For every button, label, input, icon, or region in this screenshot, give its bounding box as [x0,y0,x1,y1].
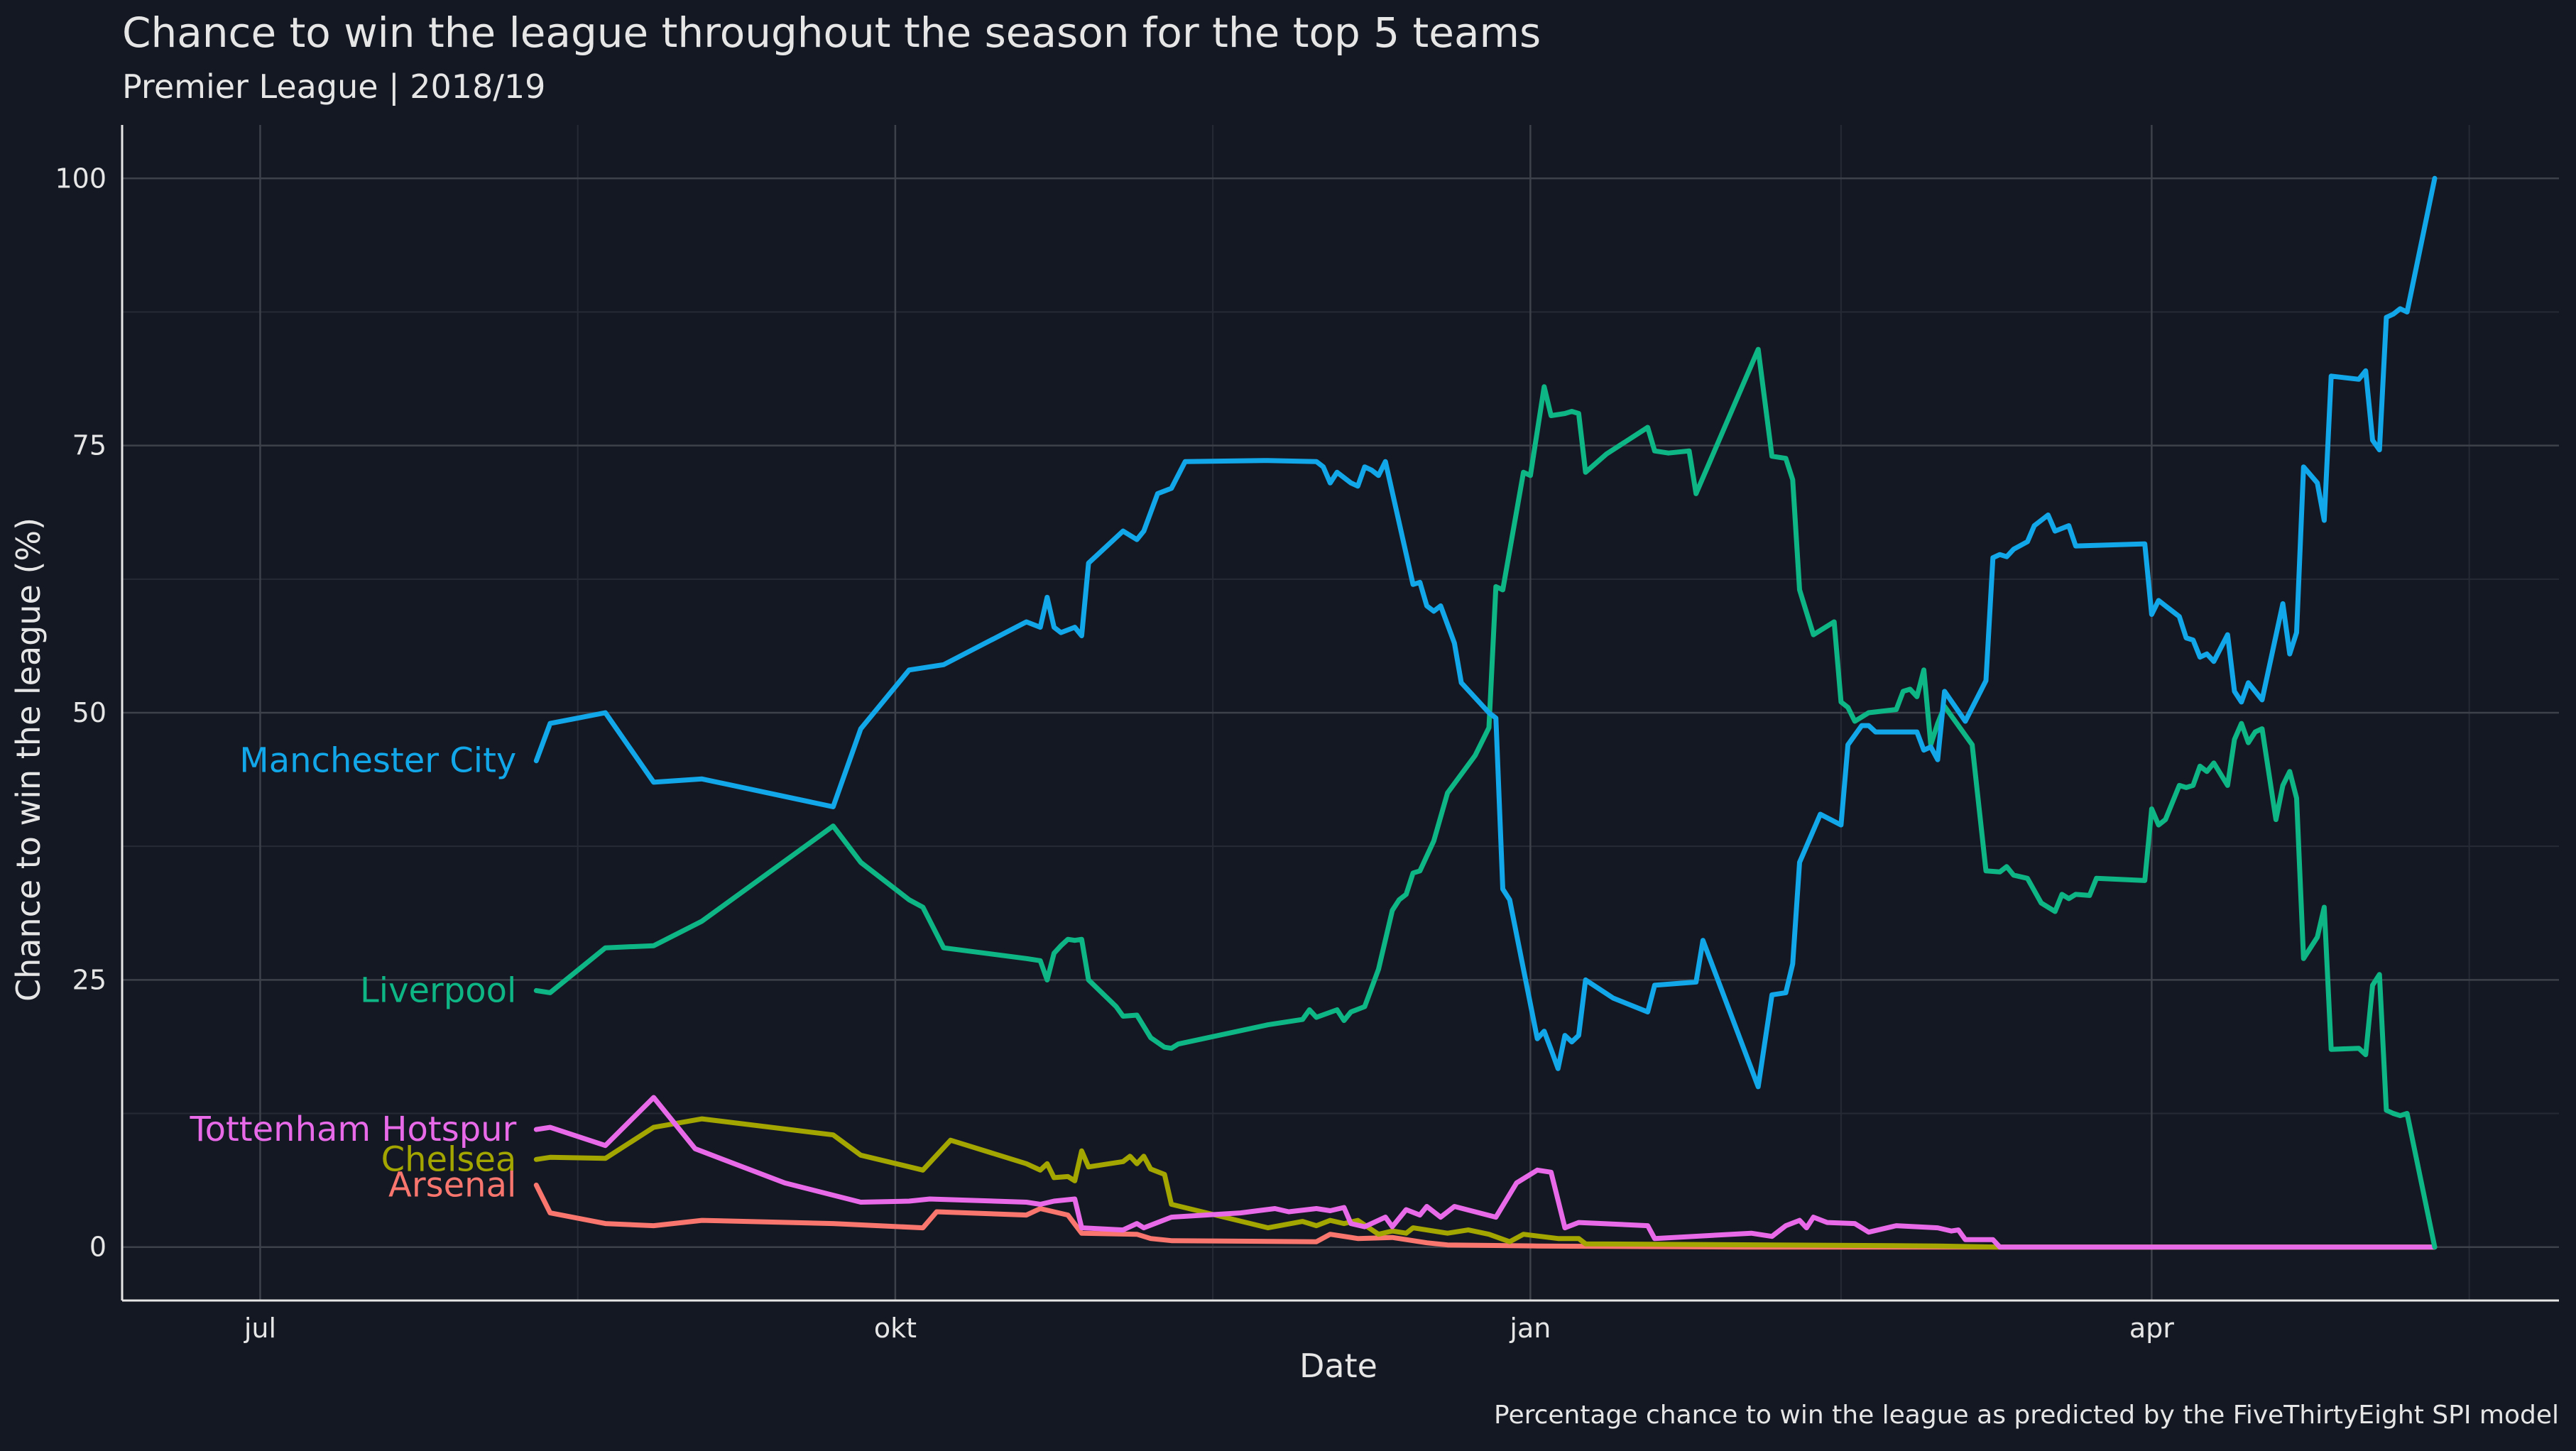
axes [121,125,2559,1302]
chart-title: Chance to win the league throughout the … [122,9,1541,57]
chart-caption: Percentage chance to win the league as p… [1494,1401,2559,1430]
x-tick-label: jan [1509,1313,1551,1344]
x-tick-label: jul [244,1313,276,1344]
series-label-arsenal: Arsenal [388,1165,516,1205]
series-label-manchester-city: Manchester City [239,741,516,781]
series-line-chelsea [533,1116,2438,1250]
y-tick-label: 75 [72,430,107,461]
series-line-tottenham-hotspur [533,1095,2438,1250]
y-tick-label: 0 [89,1232,107,1263]
x-tick-label: apr [2129,1313,2174,1344]
series-lines [533,175,2438,1250]
grid-lines [122,125,2559,1301]
y-tick-label: 25 [72,964,107,995]
series-labels: Manchester City Liverpool Tottenham Hotspu… [189,741,516,1205]
x-tick-label: okt [874,1313,917,1344]
chart-subtitle: Premier League | 2018/19 [122,67,545,106]
y-tick-label: 50 [72,697,107,728]
series-label-liverpool: Liverpool [360,970,516,1010]
series-line-manchester-city [533,175,2438,1090]
series-line-liverpool [533,346,2438,1250]
series-label-tottenham-hotspur: Tottenham Hotspur [189,1110,516,1149]
series-label-chelsea: Chelsea [381,1139,517,1179]
y-tick-label: 100 [55,163,107,194]
x-axis-title: Date [1299,1347,1377,1385]
y-axis-title: Chance to win the league (%) [9,518,48,1002]
tick-labels: 0 25 50 75 100 jul okt jan apr [55,163,2174,1344]
series-line-arsenal [533,1182,2438,1250]
